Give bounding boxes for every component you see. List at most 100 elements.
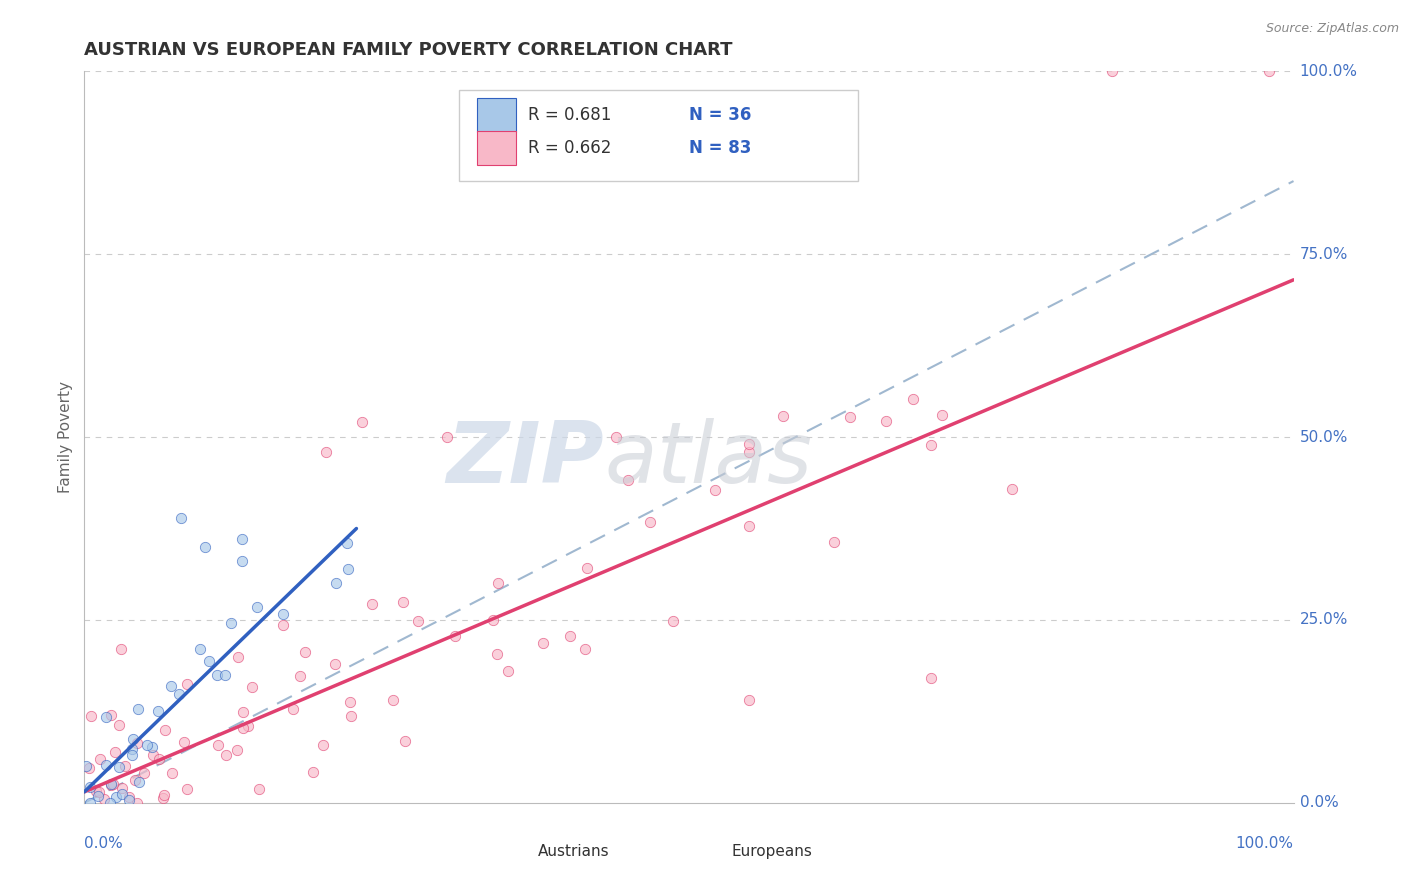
Point: [336, 562, 359, 576]
Text: N = 83: N = 83: [689, 139, 751, 157]
Point: [288, 669, 311, 683]
FancyBboxPatch shape: [478, 131, 516, 165]
Point: [160, 680, 183, 694]
Point: [575, 561, 598, 575]
Point: [271, 617, 294, 632]
Point: [436, 430, 458, 444]
Point: [128, 775, 150, 789]
Point: [838, 409, 860, 424]
Text: ZIP: ZIP: [447, 417, 605, 500]
Text: 0.0%: 0.0%: [1299, 796, 1339, 810]
Point: [110, 641, 132, 656]
Point: [703, 483, 725, 497]
Point: [246, 599, 269, 614]
Point: [931, 408, 953, 422]
FancyBboxPatch shape: [494, 839, 531, 864]
Point: [496, 664, 519, 678]
Text: 50.0%: 50.0%: [1299, 430, 1348, 444]
Point: [118, 793, 141, 807]
Point: [100, 777, 122, 791]
Point: [772, 409, 794, 423]
Point: [127, 702, 149, 716]
Text: 100.0%: 100.0%: [1299, 64, 1358, 78]
Point: [232, 705, 254, 719]
Point: [662, 614, 685, 628]
Point: [132, 765, 155, 780]
Point: [96, 757, 118, 772]
Point: [114, 759, 136, 773]
Text: R = 0.681: R = 0.681: [529, 106, 612, 124]
Point: [381, 693, 404, 707]
FancyBboxPatch shape: [460, 90, 858, 181]
Y-axis label: Family Poverty: Family Poverty: [58, 381, 73, 493]
Point: [170, 510, 193, 524]
Text: 100.0%: 100.0%: [1236, 836, 1294, 851]
Point: [232, 721, 254, 735]
Point: [1258, 64, 1281, 78]
Point: [207, 738, 229, 752]
Point: [352, 416, 374, 430]
Point: [142, 747, 165, 762]
Point: [481, 613, 503, 627]
Text: 25.0%: 25.0%: [1299, 613, 1348, 627]
Point: [121, 747, 143, 762]
Point: [111, 788, 134, 802]
Point: [875, 414, 897, 428]
Point: [361, 597, 384, 611]
Point: [169, 687, 191, 701]
Point: [162, 765, 184, 780]
Point: [617, 473, 640, 487]
Text: 0.0%: 0.0%: [84, 836, 124, 851]
Point: [1101, 64, 1123, 78]
Point: [79, 780, 101, 794]
Point: [135, 738, 157, 752]
Point: [87, 785, 110, 799]
Point: [122, 732, 145, 747]
Point: [176, 782, 198, 797]
Point: [77, 761, 100, 775]
Point: [231, 533, 253, 547]
Point: [339, 709, 361, 723]
Text: atlas: atlas: [605, 417, 813, 500]
Point: [153, 788, 176, 802]
Point: [226, 743, 249, 757]
Point: [80, 708, 103, 723]
Point: [247, 781, 270, 796]
Point: [738, 518, 761, 533]
Point: [215, 747, 238, 762]
Point: [638, 515, 661, 529]
Point: [302, 764, 325, 779]
Point: [124, 772, 146, 787]
Text: 75.0%: 75.0%: [1299, 247, 1348, 261]
Point: [75, 758, 97, 772]
Point: [312, 738, 335, 752]
Point: [406, 614, 429, 628]
Point: [325, 575, 347, 590]
Point: [315, 444, 337, 458]
Point: [738, 693, 761, 707]
Point: [231, 554, 253, 568]
Point: [173, 735, 195, 749]
Point: [146, 704, 169, 718]
Point: [108, 717, 131, 731]
Point: [104, 790, 127, 805]
Point: [125, 736, 148, 750]
Point: [283, 702, 305, 716]
Point: [339, 695, 361, 709]
Text: N = 36: N = 36: [689, 106, 751, 124]
Point: [1001, 483, 1024, 497]
Text: Source: ZipAtlas.com: Source: ZipAtlas.com: [1265, 22, 1399, 36]
Text: Austrians: Austrians: [538, 845, 609, 859]
Point: [336, 536, 359, 550]
Point: [574, 642, 596, 657]
Point: [153, 723, 176, 738]
Point: [214, 668, 236, 682]
Point: [93, 792, 115, 806]
Point: [558, 629, 581, 643]
Point: [118, 789, 141, 804]
Point: [100, 778, 122, 792]
Point: [141, 740, 163, 755]
Point: [823, 534, 845, 549]
Point: [903, 392, 925, 406]
Point: [738, 444, 761, 458]
